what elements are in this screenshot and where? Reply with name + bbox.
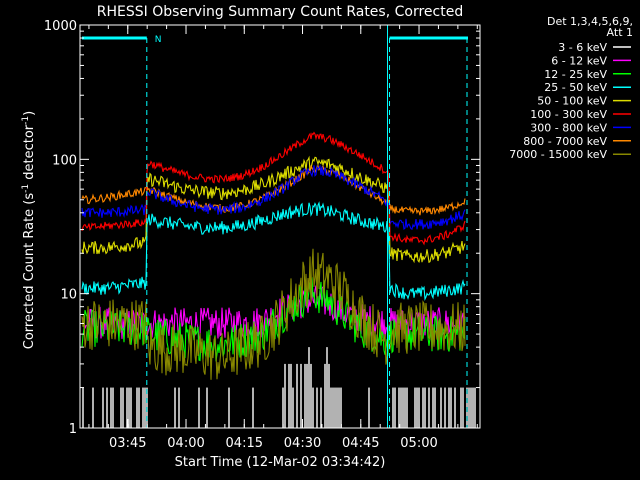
- series-100-300kev: [81, 131, 466, 246]
- y-tick-label: 100: [52, 153, 77, 168]
- y-axis-label-main: Corrected Count Rate (s: [22, 193, 37, 350]
- x-tick-label: 04:00: [167, 436, 204, 451]
- plot-area: N 1 10 100 1000 03:45 04:00 04:15 04:30 04:45 05:0…: [44, 19, 481, 451]
- legend-label-s2: 6 - 12 keV: [551, 54, 607, 67]
- x-tick-label: 05:00: [400, 436, 437, 451]
- y-axis-label: Corrected Count Rate (s-1 detector-1): [21, 111, 37, 349]
- legend-label-s5: 50 - 100 keV: [537, 95, 607, 108]
- plot-frame: [79, 24, 481, 429]
- series-7000-15000kev: [81, 248, 466, 380]
- x-axis-label: Start Time (12-Mar-02 03:34:42): [175, 455, 386, 470]
- y-tick-label: 1000: [44, 19, 77, 34]
- y-axis-label-exp-1: -1: [21, 184, 31, 193]
- series-3-6kev: [82, 347, 476, 428]
- legend-label-s7: 300 - 800 keV: [530, 121, 607, 134]
- legend-label-s9: 7000 - 15000 keV: [509, 148, 607, 161]
- x-tick-label: 04:15: [226, 436, 263, 451]
- y-axis-label-mid: detector: [22, 124, 37, 184]
- legend-label-s1: 3 - 6 keV: [558, 41, 607, 54]
- x-tick-label: 04:30: [284, 436, 321, 451]
- night-marker-label: N: [155, 35, 162, 45]
- legend-label-s4: 25 - 50 keV: [544, 81, 607, 94]
- legend-label-s3: 12 - 25 keV: [544, 68, 607, 81]
- legend-label-s6: 100 - 300 keV: [530, 108, 607, 121]
- y-axis-label-end: ): [22, 111, 37, 116]
- y-axis-label-exp-2: -1: [21, 116, 31, 125]
- series-300-800kev: [81, 164, 466, 231]
- legend-header-line: Att 1: [607, 26, 633, 39]
- series-800-7000kev: [81, 164, 466, 216]
- legend-label-s8: 800 - 7000 keV: [523, 135, 607, 148]
- x-tick-label: 04:45: [342, 436, 379, 451]
- y-tick-label: 1: [69, 422, 77, 437]
- x-tick-label: 03:45: [109, 436, 146, 451]
- series-50-100kev: [81, 155, 466, 264]
- y-tick-label: 10: [60, 288, 77, 303]
- legend-header-line: Det 1,3,4,5,6,9,: [547, 15, 633, 28]
- chart-title: RHESSI Observing Summary Count Rates, Co…: [97, 4, 463, 20]
- series-25-50kev: [81, 201, 466, 302]
